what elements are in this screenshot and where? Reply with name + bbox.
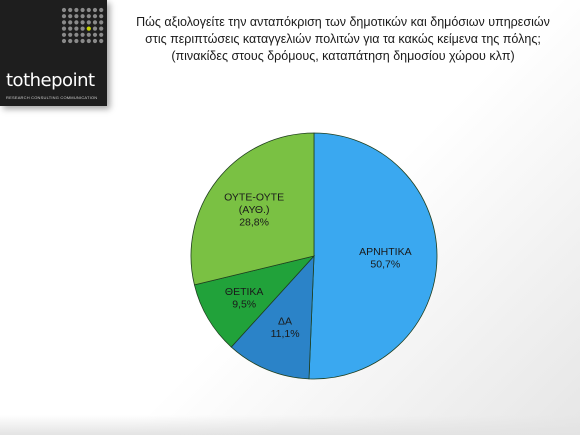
logo-dot [86,32,91,37]
logo-dot [74,14,79,19]
slide-bottom-shade [0,415,580,435]
logo-dot [61,14,67,19]
logo-dot [68,32,73,37]
slice-name: ΑΡΝΗΤΙΚΑ [359,246,412,258]
logo-dot [80,7,85,13]
logo-dot [61,38,67,44]
logo-dot [80,20,85,25]
logo-dot [80,14,85,19]
slice-value: 11,1% [271,328,300,340]
logo-dot-grid [61,7,104,44]
title-line-3: (πινακίδες στους δρόμους, καταπάτηση δημ… [171,49,515,63]
logo-dot [99,14,104,19]
slice-label: ΟΥΤΕ-ΟΥΤΕ (ΑΥΘ.) 28,8% [224,191,284,228]
pie-slice [230,254,315,380]
logo-dot [86,38,91,44]
logo-dot [74,38,79,44]
logo-wordmark: tothepoint [6,70,95,91]
logo-dot [74,7,79,13]
logo-dot [99,7,104,13]
logo-dot [92,14,98,19]
pie-slice [190,132,315,286]
logo-dot [68,7,73,13]
logo-dot [86,20,91,25]
slice-label: ΘΕΤΙΚΑ 9,5% [225,286,264,311]
logo-dot [74,32,79,37]
slice-label: ΔΑ 11,1% [271,315,300,340]
slice-name: ΘΕΤΙΚΑ [225,286,264,298]
logo-dot [92,7,98,13]
slice-value: 50,7% [370,259,400,271]
logo-dot [99,26,104,31]
logo-tagline: RESEARCH CONSULTING COMMUNICATION [6,95,98,100]
logo-dot [92,20,98,25]
logo-dot [86,14,91,19]
logo-dot [99,20,104,25]
logo-dot-accent [86,26,91,31]
logo-dot [61,20,67,25]
slice-name: ΔΑ [278,315,292,327]
logo-dot [61,26,67,31]
logo-dot [80,38,85,44]
chart-title: Πώς αξιολογείτε την ανταπόκριση των δημο… [112,14,574,65]
logo-dot [61,32,67,37]
logo-dot [80,32,85,37]
logo-dot [92,26,98,31]
slice-value: 28,8% [239,216,269,228]
pie-slice [308,132,438,380]
title-line-1: Πώς αξιολογείτε την ανταπόκριση των δημο… [136,15,550,29]
slice-label: ΑΡΝΗΤΙΚΑ 50,7% [359,246,412,271]
slice-name: ΟΥΤΕ-ΟΥΤΕ [224,191,284,203]
logo-dot [68,38,73,44]
logo-dot [80,26,85,31]
logo-wordmark-b: point [51,70,95,91]
logo-dot [68,20,73,25]
logo-dot [99,32,104,37]
logo-dot [61,7,67,13]
logo-dot [74,20,79,25]
logo-dot [68,14,73,19]
logo-dot [74,26,79,31]
logo-wordmark-a: tothe [6,70,52,91]
logo-dot [92,32,98,37]
company-logo: tothepoint RESEARCH CONSULTING COMMUNICA… [0,0,107,106]
logo-dot [99,38,104,44]
logo-dot [68,26,73,31]
logo-dot [86,7,91,13]
logo-dot [92,38,98,44]
title-line-2: στις περιπτώσεις καταγγελιών πολιτών για… [145,32,541,46]
slice-name: (ΑΥΘ.) [239,204,270,216]
slice-value: 9,5% [232,299,256,311]
